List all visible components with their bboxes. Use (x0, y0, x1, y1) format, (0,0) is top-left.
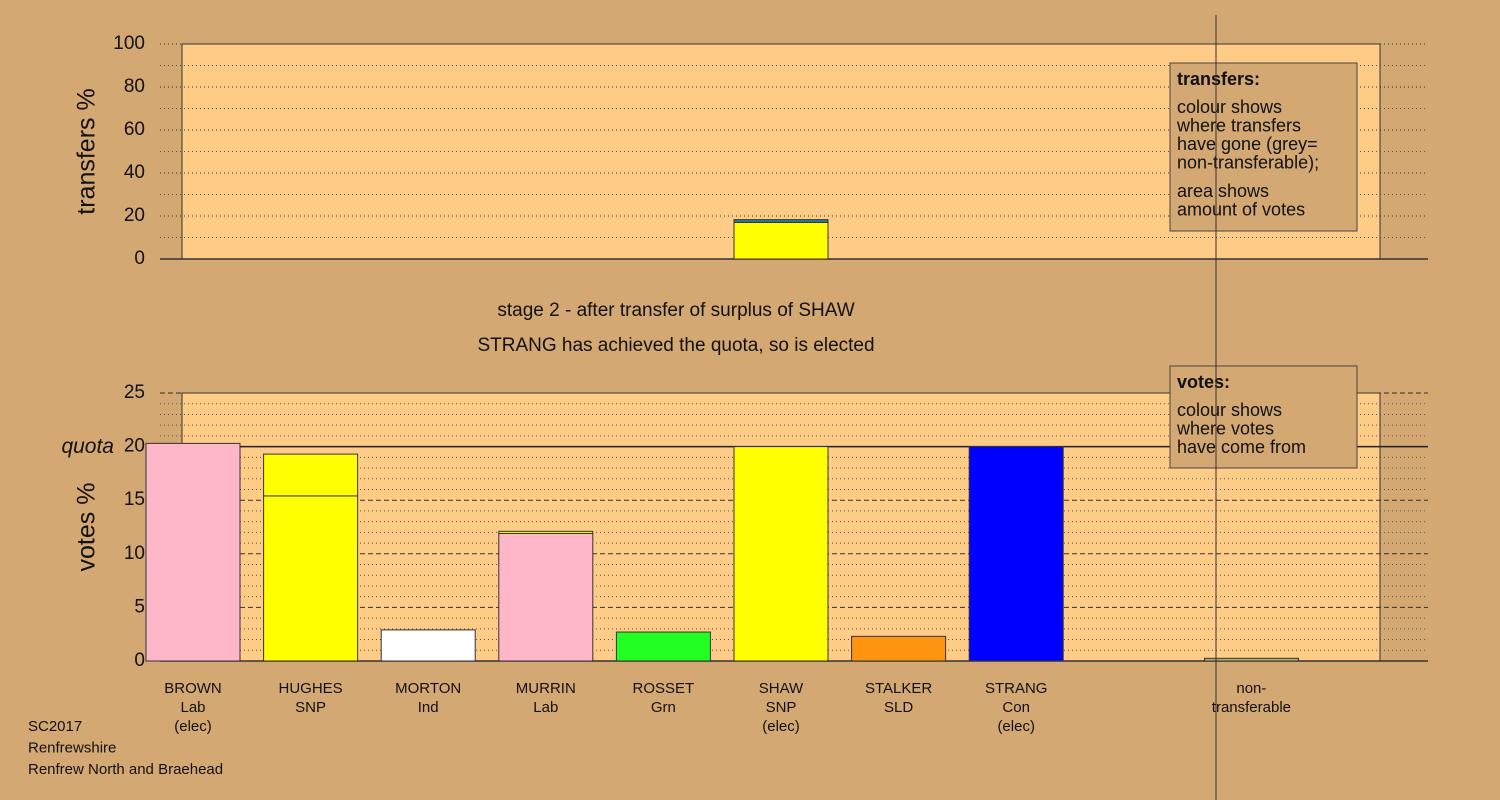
bar-segment (615, 631, 711, 662)
y-tick-label: 40 (124, 162, 145, 183)
note-line: have come from (1177, 437, 1306, 457)
bar-segment (498, 530, 594, 534)
x-tick-label: non- (1236, 680, 1266, 697)
x-tick-label: SLD (884, 699, 913, 716)
x-tick-label: SNP (295, 699, 326, 716)
x-tick-label: ROSSET (633, 680, 695, 697)
note-line: non-transferable); (1177, 152, 1319, 172)
y-tick-label: 60 (124, 119, 145, 140)
bar-segment (498, 532, 594, 662)
bar-segment (733, 221, 829, 260)
bar-segment (145, 442, 241, 662)
note-line: area shows (1177, 181, 1269, 201)
y-tick-label: 20 (124, 205, 145, 226)
note-line: colour shows (1177, 97, 1282, 117)
y-tick-label: 0 (134, 650, 145, 671)
y-axis-label: votes % (73, 483, 101, 572)
x-tick-label: SNP (766, 699, 797, 716)
y-tick-label: 25 (124, 382, 145, 403)
footer-line: Renfrewshire (28, 739, 116, 756)
x-tick-label: Lab (180, 699, 205, 716)
x-tick-label: (elec) (997, 718, 1035, 735)
y-tick-label: 80 (124, 76, 145, 97)
y-tick-label: 5 (134, 596, 145, 617)
x-tick-label: Ind (418, 699, 439, 716)
note-box (1169, 365, 1358, 469)
y-tick-label: 100 (113, 33, 145, 54)
x-tick-label: Grn (651, 699, 676, 716)
x-tick-label: MORTON (395, 680, 461, 697)
bar-segment (263, 453, 359, 497)
footer-line: Renfrew North and Braehead (28, 761, 223, 778)
x-tick-label: BROWN (164, 680, 222, 697)
x-tick-label: Lab (533, 699, 558, 716)
note-title: transfers: (1177, 69, 1260, 89)
bar-segment (380, 629, 476, 662)
caption: STRANG has achieved the quota, so is ele… (477, 335, 874, 356)
footer-line: SC2017 (28, 718, 82, 735)
note-title: votes: (1177, 372, 1230, 392)
x-tick-label: STRANG (985, 680, 1048, 697)
bar-segment (968, 446, 1064, 662)
x-tick-label: (elec) (762, 718, 800, 735)
y-tick-label: 15 (124, 489, 145, 510)
y-tick-label: 0 (134, 248, 145, 269)
y-axis-label: transfers % (73, 88, 101, 214)
note-line: have gone (grey= (1177, 134, 1318, 154)
x-tick-label: HUGHES (279, 680, 343, 697)
x-tick-label: (elec) (174, 718, 212, 735)
caption: stage 2 - after transfer of surplus of S… (497, 300, 854, 321)
bar-segment (851, 635, 947, 662)
bar-segment (263, 495, 359, 662)
bar-segment (1203, 657, 1299, 662)
note-line: colour shows (1177, 400, 1282, 420)
note-line: where votes (1176, 418, 1274, 438)
x-tick-label: transferable (1212, 699, 1291, 716)
note-line: where transfers (1176, 115, 1301, 135)
y-tick-label: 20 (124, 436, 145, 457)
x-tick-label: Con (1002, 699, 1030, 716)
x-tick-label: SHAW (759, 680, 804, 697)
note-line: amount of votes (1177, 199, 1305, 219)
x-tick-label: STALKER (865, 680, 932, 697)
bar-segment (733, 446, 829, 662)
x-tick-label: MURRIN (516, 680, 576, 697)
bar-segment (733, 219, 829, 223)
note-box (1169, 62, 1358, 232)
y-tick-label: 10 (124, 543, 145, 564)
quota-label: quota (61, 435, 114, 458)
